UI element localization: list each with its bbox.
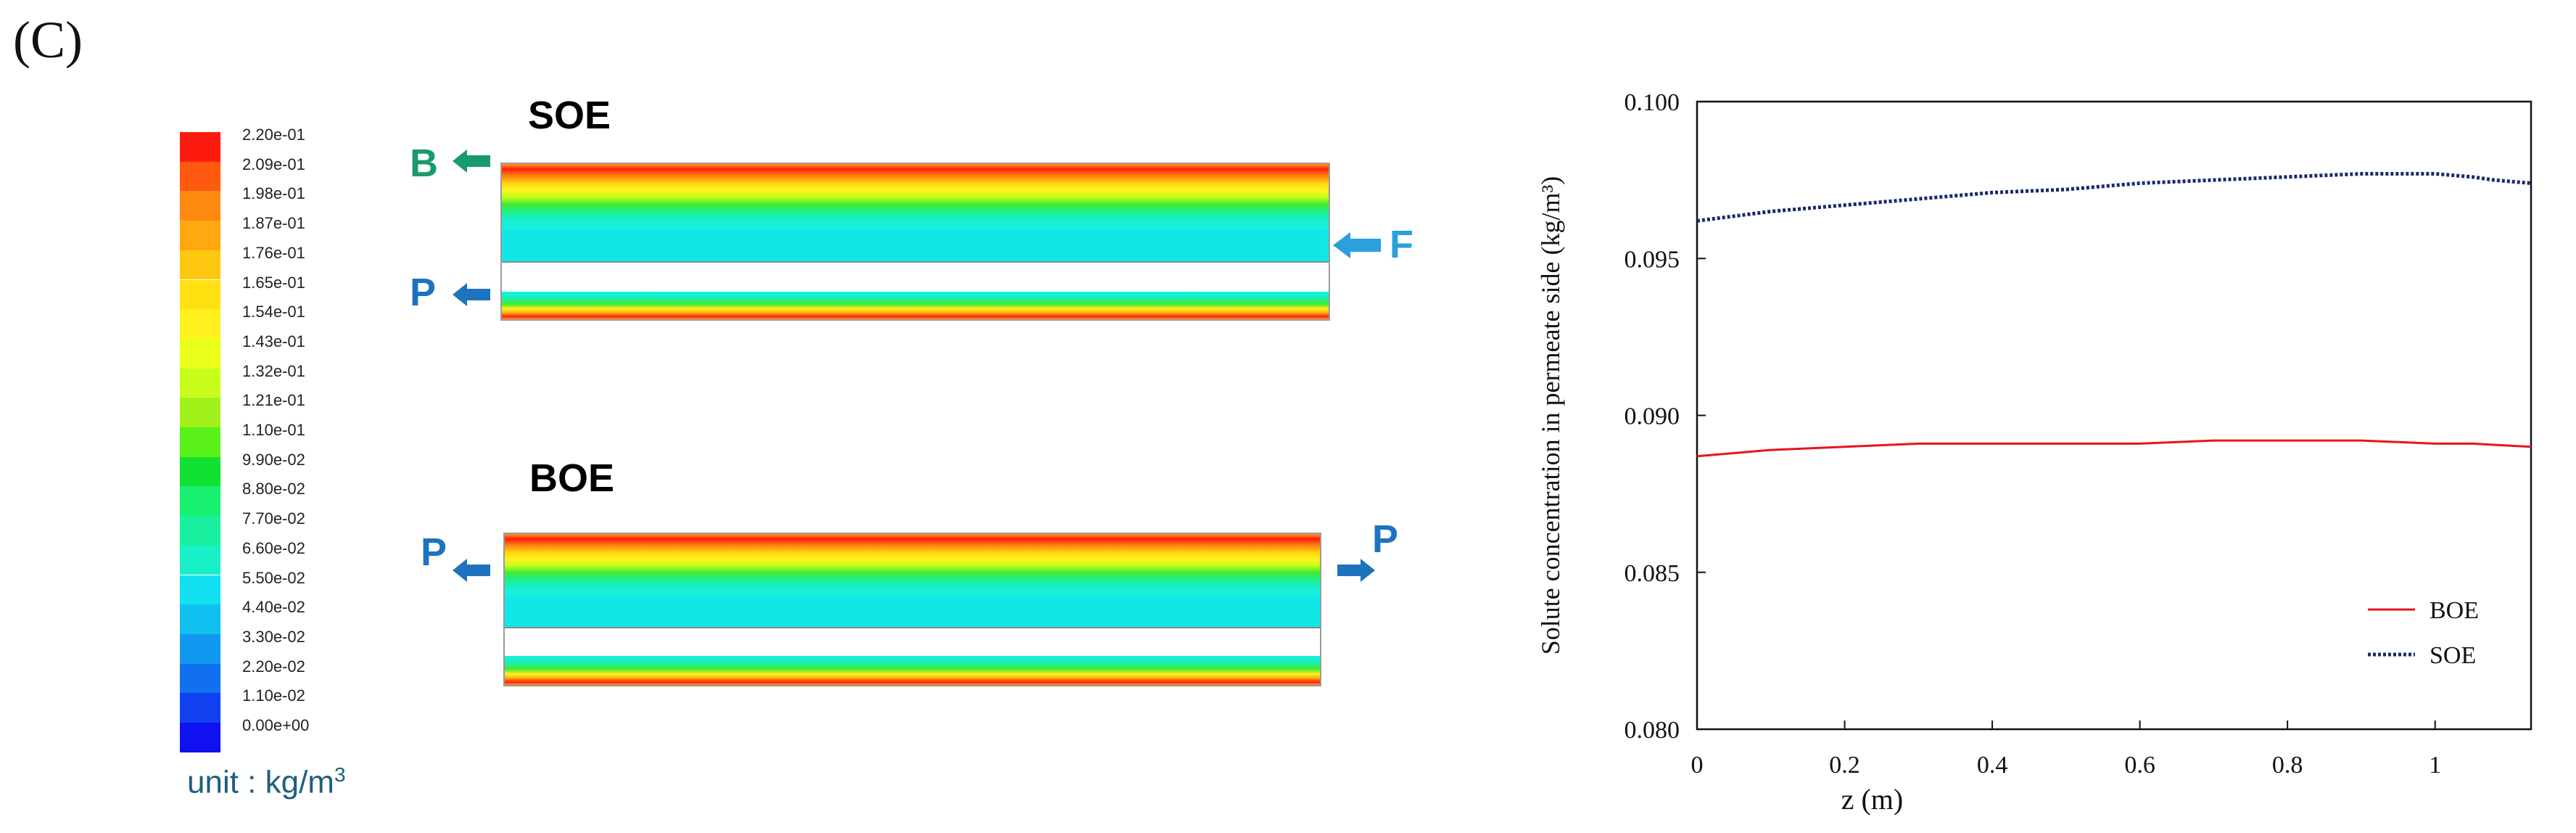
colorbar-swatch	[180, 338, 220, 369]
colorbar-swatch	[180, 309, 220, 339]
boe-arrow-right-icon	[1337, 559, 1375, 582]
soe-arrow-right-icon	[1333, 232, 1381, 258]
colorbar-tick-label: 2.09e-01	[242, 155, 305, 173]
y-tick-label: 0.095	[1625, 246, 1680, 273]
colorbar-tick-label: 1.65e-01	[242, 273, 305, 292]
colorbar-swatch	[180, 723, 220, 752]
colorbar-tick-label: 1.21e-01	[242, 391, 305, 410]
soe-arrow-left-bottom-icon	[453, 283, 490, 306]
x-tick-label: 0.4	[1977, 752, 2008, 779]
y-tick-label: 0.090	[1625, 403, 1680, 430]
soe-arrow-left-top-icon	[453, 149, 490, 173]
colorbar-tick-label: 2.20e-02	[242, 657, 305, 676]
colorbar-tick-label: 1.32e-01	[242, 361, 305, 380]
colorbar-swatch	[180, 279, 220, 310]
colorbar-swatch	[180, 604, 220, 634]
y-tick-label: 0.080	[1625, 717, 1680, 744]
colorbar-tick-label: 1.76e-01	[242, 243, 305, 262]
colorbar-swatch	[180, 663, 220, 694]
y-tick-label: 0.085	[1625, 560, 1680, 587]
boe-tube	[503, 533, 1321, 686]
colorbar-tick-label: 2.20e-01	[242, 126, 305, 144]
x-tick-label: 0	[1691, 752, 1704, 779]
colorbar-swatch	[180, 132, 220, 162]
colorbar-swatch	[180, 398, 220, 427]
concentration-chart: 0.080 0.085 0.090 0.095 0.100 0 0.2 0.4 0.6 0.8 1 z…	[1536, 89, 2532, 816]
y-axis-label: Solute concentration in permeate side (k…	[1536, 176, 1565, 655]
colorbar-tick-label: 1.98e-01	[242, 184, 305, 203]
soe-label-p: P	[410, 271, 437, 314]
boe-label-p-right: P	[1372, 517, 1399, 561]
colorbar-tick-label: 9.90e-02	[242, 450, 305, 469]
boe-arrow-left-icon	[453, 559, 490, 582]
colorbar-swatch	[180, 545, 220, 575]
colorbar-tick-label: 1.43e-01	[242, 332, 305, 350]
colorbar-swatch	[180, 250, 220, 280]
colorbar-swatch	[180, 368, 220, 398]
x-tick-label: 0.8	[2272, 752, 2303, 779]
y-tick-label: 0.100	[1625, 89, 1680, 116]
soe-title: SOE	[528, 94, 611, 137]
colorbar-tick-label: 5.50e-02	[242, 568, 305, 587]
colorbar-swatch	[180, 633, 220, 664]
soe-tube	[500, 163, 1330, 321]
colorbar-swatch	[180, 575, 220, 605]
legend-label-boe: BOE	[2430, 597, 2479, 624]
series-line-soe	[1696, 172, 2532, 223]
colorbar-swatch	[180, 191, 220, 221]
colorbar-swatch	[180, 516, 220, 546]
colorbar-swatch	[180, 221, 220, 250]
colorbar-swatch	[180, 693, 220, 723]
plot-frame	[1696, 100, 2532, 731]
colorbar-swatch	[180, 456, 220, 487]
boe-label-p-left: P	[421, 530, 447, 574]
panel-label: (C)	[13, 11, 83, 69]
colorbar-swatch	[180, 486, 220, 517]
colorbar-tick-label: 0.00e+00	[242, 716, 310, 734]
colorbar-tick-label: 7.70e-02	[242, 509, 305, 528]
soe-label-f: F	[1390, 223, 1413, 266]
colorbar-tick-label: 1.87e-01	[242, 214, 305, 233]
boe-title: BOE	[529, 456, 615, 500]
colorbar-unit: unit : kg/m3	[187, 763, 346, 800]
series-line-boe	[1696, 439, 2532, 458]
colorbar-tick-label: 4.40e-02	[242, 598, 305, 617]
legend-label-soe: SOE	[2430, 642, 2476, 669]
colorbar-swatch	[180, 161, 220, 192]
colorbar-tick-label: 1.10e-01	[242, 421, 305, 439]
colorbar-tick-label: 8.80e-02	[242, 480, 305, 498]
colorbar-tick-label: 1.10e-02	[242, 686, 305, 705]
colorbar-tick-label: 1.54e-01	[242, 303, 305, 321]
colorbar-swatch	[180, 427, 220, 457]
x-axis-label: z (m)	[1841, 783, 1904, 816]
x-tick-label: 0.6	[2124, 752, 2155, 779]
colorbar-tick-label: 3.30e-02	[242, 627, 305, 646]
x-tick-label: 0.2	[1829, 752, 1860, 779]
soe-label-b: B	[410, 141, 438, 185]
colorbar-tick-label: 6.60e-02	[242, 538, 305, 557]
x-tick-label: 1	[2429, 752, 2441, 779]
